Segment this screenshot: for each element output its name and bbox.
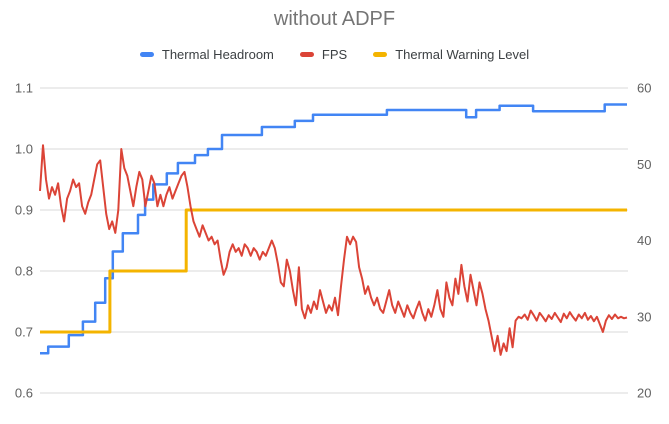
svg-text:0.6: 0.6 [15,386,33,401]
svg-text:1.0: 1.0 [15,142,33,157]
legend-swatch-thermal-warning-level-icon [373,51,388,57]
svg-text:40: 40 [637,233,651,248]
svg-text:1.1: 1.1 [15,81,33,96]
svg-text:0.9: 0.9 [15,203,33,218]
legend-item-thermal-warning-level: Thermal Warning Level [373,47,529,62]
legend-label-fps: FPS [321,46,348,62]
legend-swatch-fps-icon [299,51,314,57]
svg-text:0.8: 0.8 [15,264,33,279]
svg-text:60: 60 [637,81,651,96]
chart-legend: Thermal Headroom FPS Thermal Warning Lev… [0,45,669,63]
svg-text:20: 20 [637,386,651,401]
legend-item-fps: FPS [299,46,348,62]
legend-label-thermal-warning-level: Thermal Warning Level [395,46,530,62]
svg-text:50: 50 [637,157,651,172]
legend-item-thermal-headroom: Thermal Headroom [139,46,274,62]
svg-text:0.7: 0.7 [15,325,33,340]
legend-label-thermal-headroom: Thermal Headroom [161,46,274,62]
svg-text:30: 30 [637,309,651,324]
chart-title: without ADPF [273,8,396,30]
legend-swatch-thermal-headroom-icon [139,51,154,57]
